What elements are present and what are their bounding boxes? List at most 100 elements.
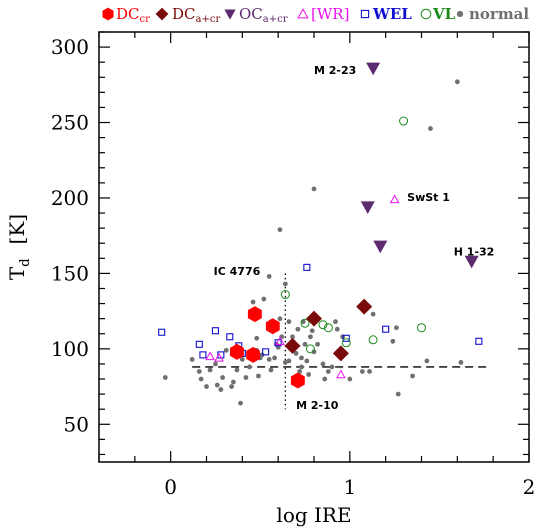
reference-lines [192,273,490,410]
y-tick-label: 300 [51,35,89,59]
data-point-dc-cr [290,372,305,389]
data-point-vl [417,323,426,333]
data-point-oc-a-cr [464,255,479,269]
data-point-normal [277,227,283,233]
legend-label-dc-a-cr: DCa+cr [172,5,220,25]
legend-marker-wel [360,9,370,19]
data-point-vl [323,323,333,333]
data-point-normal [286,319,292,325]
legend-marker-wr [297,8,309,19]
legend-label-oc-a-cr: OCa+cr [239,5,288,25]
legend-marker-normal [456,10,464,18]
data-point-normal [394,325,399,331]
data-point-wel [342,334,350,342]
data-point-oc-a-cr [360,201,375,215]
data-point-dc-a-cr [284,337,301,354]
legend-marker-dc-cr [102,7,114,21]
data-point-normal [306,372,312,377]
data-point-vl [305,344,315,354]
x-axis-label: log IRE [276,503,351,527]
data-point-dc-a-cr [306,310,322,327]
data-point-normal [277,316,283,322]
data-point-wel [211,327,220,335]
data-point-normal [218,387,224,392]
legend-marker-dc-a-cr [155,7,169,21]
data-point-dc-cr [247,306,262,323]
data-point-dc-cr [230,343,244,360]
data-point-normal [229,384,234,389]
data-point-normal [308,334,313,340]
data-point-normal [268,367,274,373]
legend: DCcr DCa+cr OCa+cr [WR] WEL VL normal [102,5,529,25]
data-point-normal [454,79,460,85]
data-point-wel [303,263,311,271]
data-point-normal [189,357,195,362]
data-point-normal [334,326,340,332]
data-point-normal [261,296,267,302]
data-point-normal [286,358,292,364]
data-point-normal [295,326,301,332]
data-point-normal [204,384,209,389]
data-point-wel [158,328,166,336]
data-point-normal [347,376,353,382]
data-point-normal [239,357,245,362]
annotation-label: H 1-32 [454,245,495,258]
data-point-normal [230,379,236,385]
data-point-vl [300,318,310,328]
data-point-normal [220,375,226,380]
data-point-dc-cr [246,346,260,363]
data-point-normal [196,369,202,374]
data-point-vl [368,335,378,345]
data-point-vl [280,290,290,300]
data-point-oc-a-cr [366,62,381,76]
annotation-label: M 2-23 [314,64,356,77]
data-point-normal [424,358,430,364]
data-point-normal [367,369,372,374]
data-point-wel [199,351,207,359]
data-point-normal [293,350,299,356]
data-points [158,62,483,406]
data-point-normal [282,360,288,365]
svg-text:Td[K]: Td [K] [5,214,33,280]
data-point-wel [195,340,203,348]
data-point-normal [266,357,272,362]
data-point-normal [302,341,308,347]
data-point-normal [311,349,317,355]
data-point-normal [259,352,265,358]
data-point-wel [382,325,390,333]
data-point-normal [309,328,315,334]
data-point-normal [243,375,249,380]
data-point-wr [275,336,285,345]
data-point-wr [336,369,346,379]
data-point-normal [266,274,272,279]
data-point-vl [399,116,409,126]
data-point-normal [320,361,326,367]
annotations: M 2-23 SwSt 1 H 1-32 IC 4776 M 2-10 [214,64,495,412]
data-point-wel [475,337,483,345]
data-point-dc-cr [265,318,280,335]
y-tick-label: 150 [51,261,89,285]
data-point-normal [297,369,303,374]
data-point-normal [282,281,288,287]
y-axis-label-main: T [5,266,29,280]
legend-label-wel: WEL [372,5,412,23]
data-point-normal [272,355,277,361]
data-point-normal [325,369,331,374]
data-point-wr [214,352,224,362]
data-point-normal [410,373,415,379]
data-point-normal [359,369,365,374]
x-tick-label: 1 [343,475,356,499]
data-point-normal [311,186,317,192]
y-tick-label: 100 [51,337,89,361]
legend-label-dc-cr: DCcr [116,5,150,25]
data-point-normal [322,376,328,382]
data-point-wr [205,351,215,361]
x-tick-label: 0 [164,475,177,499]
y-tick-label: 200 [51,186,89,210]
data-point-normal [254,335,260,341]
legend-label-wr: [WR] [311,5,349,23]
y-tick-label: 250 [51,111,89,135]
data-point-normal [299,364,304,370]
